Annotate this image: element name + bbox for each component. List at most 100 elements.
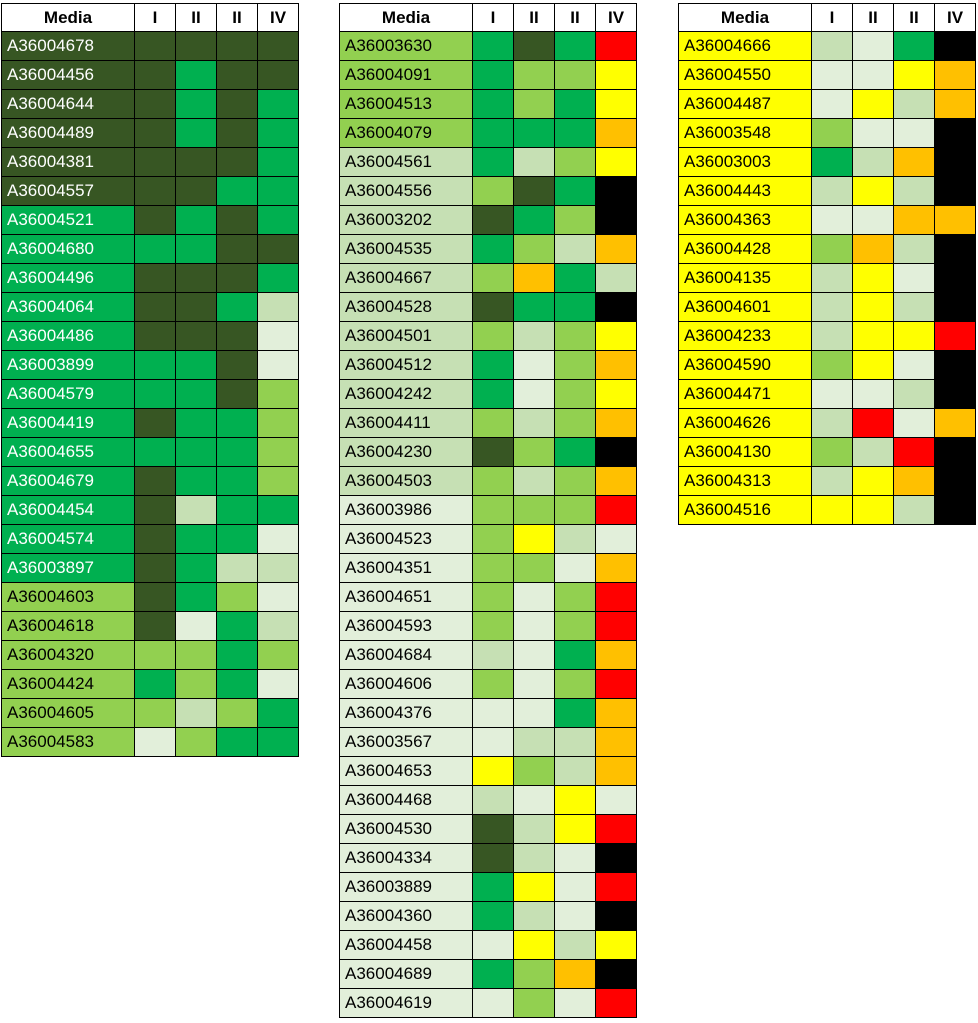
heat-cell: [811, 379, 853, 409]
heat-cell: [472, 553, 514, 583]
heat-cell: [216, 640, 258, 670]
table-row: A36004523: [339, 524, 637, 554]
table-row: A36004487: [678, 89, 976, 119]
table-row: A36004655: [1, 437, 299, 467]
heat-cell: [175, 524, 217, 554]
heat-cell: [852, 379, 894, 409]
table-row: A36004653: [339, 756, 637, 786]
table-row: A36004556: [339, 176, 637, 206]
media-cell: A36004376: [339, 698, 473, 728]
heat-cell: [216, 582, 258, 612]
table-row: A36004351: [339, 553, 637, 583]
heat-cell: [554, 698, 596, 728]
table-row: A36004619: [339, 988, 637, 1018]
heat-cell: [472, 872, 514, 902]
media-cell: A36004130: [678, 437, 812, 467]
heat-cell: [257, 669, 299, 699]
heat-cell: [934, 321, 976, 351]
media-cell: A36004471: [678, 379, 812, 409]
media-cell: A36004363: [678, 205, 812, 235]
heat-cell: [811, 350, 853, 380]
heat-cell: [134, 553, 176, 583]
heat-cell: [513, 292, 555, 322]
media-cell: A36004684: [339, 640, 473, 670]
column-header-3: II: [216, 3, 258, 32]
media-cell: A36004456: [1, 60, 135, 90]
media-cell: A36004135: [678, 263, 812, 293]
heat-cell: [595, 466, 637, 496]
heat-cell: [595, 640, 637, 670]
media-cell: A36004557: [1, 176, 135, 206]
heat-cell: [134, 582, 176, 612]
table-row: A36003897: [1, 553, 299, 583]
heat-cell: [513, 901, 555, 931]
heat-cell: [852, 466, 894, 496]
heat-cell: [216, 379, 258, 409]
heat-cell: [554, 147, 596, 177]
heat-cell: [134, 60, 176, 90]
heat-cell: [257, 727, 299, 757]
table-header: Media I II II IV: [339, 3, 637, 32]
heat-cell: [175, 263, 217, 293]
heat-cell: [257, 640, 299, 670]
heat-cell: [513, 176, 555, 206]
heat-cell: [811, 437, 853, 467]
heat-cell: [595, 263, 637, 293]
heat-cell: [257, 60, 299, 90]
heat-cell: [595, 234, 637, 264]
table-row: A36004606: [339, 669, 637, 699]
heat-cell: [175, 640, 217, 670]
heat-cell: [595, 959, 637, 989]
heat-cell: [934, 176, 976, 206]
heat-cell: [513, 640, 555, 670]
heat-cell: [595, 930, 637, 960]
heat-cell: [472, 234, 514, 264]
heat-cell: [472, 814, 514, 844]
heat-cell: [513, 437, 555, 467]
table-row: A36004419: [1, 408, 299, 438]
heat-cell: [472, 31, 514, 61]
heat-cell: [257, 31, 299, 61]
heat-cell: [852, 292, 894, 322]
table-row: A36004689: [339, 959, 637, 989]
heat-cell: [554, 814, 596, 844]
heat-cell: [554, 321, 596, 351]
media-cell: A36003897: [1, 553, 135, 583]
media-cell: A36004618: [1, 611, 135, 641]
heat-cell: [134, 31, 176, 61]
media-cell: A36003567: [339, 727, 473, 757]
heat-cell: [175, 350, 217, 380]
table-row: A36004135: [678, 263, 976, 293]
heat-cell: [472, 495, 514, 525]
heat-cell: [554, 495, 596, 525]
table-row: A36004557: [1, 176, 299, 206]
table-row: A36004313: [678, 466, 976, 496]
table-row: A36004601: [678, 292, 976, 322]
media-cell: A36004381: [1, 147, 135, 177]
table-row: A36004130: [678, 437, 976, 467]
heat-cell: [175, 205, 217, 235]
heat-cell: [513, 669, 555, 699]
heat-cell: [257, 350, 299, 380]
table-row: A36004064: [1, 292, 299, 322]
heat-cell: [175, 89, 217, 119]
media-cell: A36004679: [1, 466, 135, 496]
media-cell: A36004064: [1, 292, 135, 322]
media-cell: A36004601: [678, 292, 812, 322]
table-row: A36003548: [678, 118, 976, 148]
table-row: A36004684: [339, 640, 637, 670]
heat-cell: [934, 408, 976, 438]
heat-cell: [134, 379, 176, 409]
heat-cell: [257, 495, 299, 525]
media-cell: A36003986: [339, 495, 473, 525]
heat-cell: [134, 611, 176, 641]
heat-cell: [513, 234, 555, 264]
heat-cell: [216, 176, 258, 206]
table-row: A36004454: [1, 495, 299, 525]
table-row: A36004678: [1, 31, 299, 61]
table-row: A36004424: [1, 669, 299, 699]
media-cell: A36004680: [1, 234, 135, 264]
table-body: A36004678 A36004456 A36004644 A36004489 A360…: [1, 31, 299, 757]
heat-cell: [554, 31, 596, 61]
heat-cell: [934, 350, 976, 380]
